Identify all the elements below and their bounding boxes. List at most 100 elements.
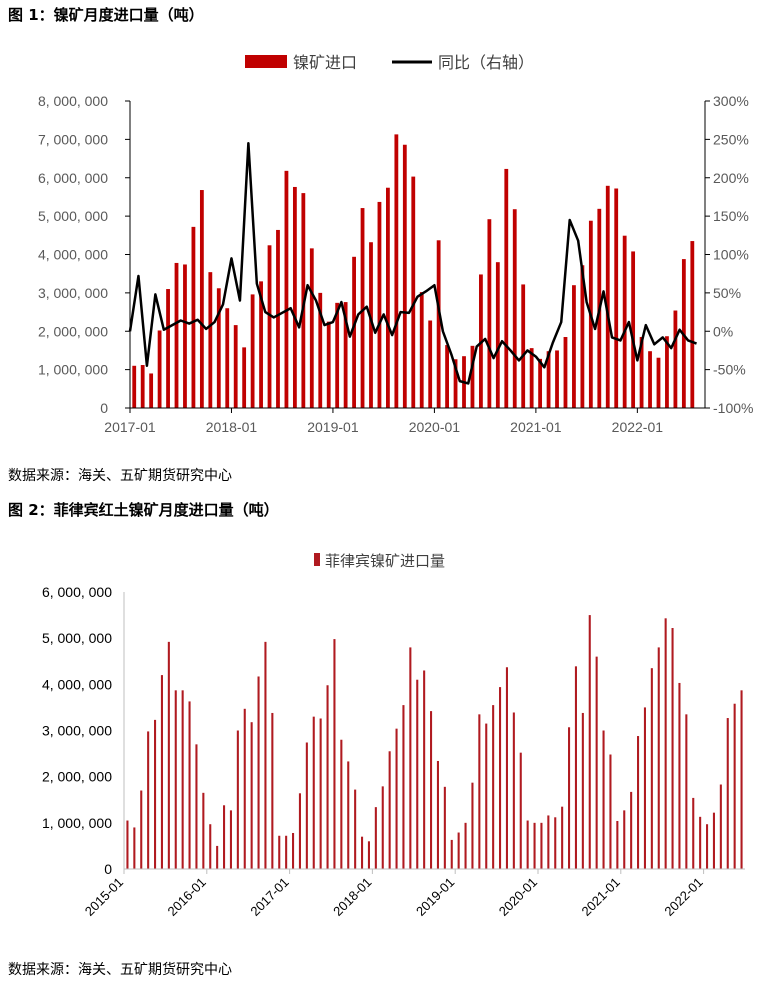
y2-tick-label: -50% bbox=[713, 362, 746, 378]
bar-nickel-import bbox=[656, 357, 661, 408]
bar-nickel-import bbox=[157, 330, 162, 408]
bar-nickel-import bbox=[326, 321, 331, 408]
bar-philippines-import bbox=[167, 641, 170, 869]
y2-tick-label: 100% bbox=[713, 247, 749, 263]
bar-philippines-import bbox=[699, 816, 702, 869]
bar-nickel-import bbox=[622, 235, 627, 408]
bar-philippines-import bbox=[181, 690, 184, 869]
y2-tick-label: 150% bbox=[713, 208, 749, 224]
y-tick-label: 6, 000, 000 bbox=[42, 584, 112, 600]
bar-philippines-import bbox=[519, 752, 522, 869]
bar-nickel-import bbox=[673, 310, 678, 408]
bar-philippines-import bbox=[616, 820, 619, 869]
bar-philippines-import bbox=[547, 815, 550, 869]
bar-philippines-import bbox=[195, 744, 198, 869]
bar-nickel-import bbox=[521, 284, 526, 408]
bar-philippines-import bbox=[367, 841, 370, 869]
bar-philippines-import bbox=[450, 839, 453, 869]
bar-nickel-import bbox=[538, 358, 543, 408]
bar-nickel-import bbox=[394, 134, 399, 409]
bar-philippines-import bbox=[733, 703, 736, 869]
bar-philippines-import bbox=[457, 832, 460, 869]
y-tick-label: 5, 000, 000 bbox=[38, 208, 108, 224]
x-tick-label: 2020-01 bbox=[409, 419, 461, 435]
bar-philippines-import bbox=[354, 789, 357, 869]
bar-nickel-import bbox=[352, 256, 356, 408]
bar-nickel-import bbox=[284, 170, 289, 408]
bar-philippines-import bbox=[229, 810, 232, 869]
bar-philippines-import bbox=[278, 835, 281, 869]
bar-philippines-import bbox=[623, 810, 626, 869]
bar-philippines-import bbox=[285, 835, 288, 869]
y2-tick-label: -100% bbox=[713, 400, 753, 416]
y-tick-label: 4, 000, 000 bbox=[38, 247, 108, 263]
y2-tick-label: 200% bbox=[713, 170, 749, 186]
bar-nickel-import bbox=[428, 320, 433, 408]
bar-philippines-import bbox=[574, 666, 577, 869]
bar-nickel-import bbox=[250, 294, 255, 408]
y-tick-label: 2, 000, 000 bbox=[42, 769, 112, 785]
bar-nickel-import bbox=[639, 337, 644, 408]
bar-nickel-import bbox=[580, 265, 585, 408]
bar-philippines-import bbox=[333, 639, 336, 869]
bar-philippines-import bbox=[271, 712, 274, 869]
bar-philippines-import bbox=[216, 845, 219, 869]
bar-nickel-import bbox=[402, 144, 407, 408]
bar-philippines-import bbox=[588, 615, 591, 869]
bar-nickel-import bbox=[360, 208, 365, 408]
x-tick-label: 2019-01 bbox=[307, 419, 359, 435]
bar-nickel-import bbox=[292, 186, 297, 408]
bar-philippines-import bbox=[243, 708, 246, 869]
legend-label-line: 同比（右轴） bbox=[438, 54, 534, 72]
bar-philippines-import bbox=[554, 817, 557, 869]
y-tick-label: 1, 000, 000 bbox=[42, 815, 112, 831]
bar-nickel-import bbox=[605, 185, 610, 408]
bar-nickel-import bbox=[369, 242, 373, 408]
bar-philippines-import bbox=[505, 667, 508, 869]
bar-nickel-import bbox=[318, 292, 323, 408]
bar-nickel-import bbox=[267, 245, 272, 408]
bar-philippines-import bbox=[319, 718, 322, 869]
bar-philippines-import bbox=[568, 727, 571, 869]
bar-nickel-import bbox=[453, 359, 458, 408]
bar-nickel-import bbox=[555, 350, 559, 408]
bar-philippines-import bbox=[650, 668, 653, 869]
legend-swatch-bar bbox=[314, 553, 320, 566]
bar-philippines-import bbox=[595, 656, 598, 869]
y2-tick-label: 250% bbox=[713, 131, 749, 147]
bar-philippines-import bbox=[464, 822, 467, 869]
bar-philippines-import bbox=[202, 792, 205, 869]
nickel-ore-import-chart: 0 1, 000, 000 2, 000, 000 3, 000, 000 4, 000… bbox=[38, 54, 754, 435]
y-tick-label: 2, 000, 000 bbox=[38, 323, 108, 339]
bar-nickel-import bbox=[411, 176, 416, 408]
y-tick-label: 8, 000, 000 bbox=[38, 93, 108, 109]
x-tick-label: 2021-01 bbox=[510, 419, 562, 435]
bar-philippines-import bbox=[395, 728, 398, 869]
bar-philippines-import bbox=[430, 711, 433, 869]
bar-nickel-import bbox=[563, 337, 568, 408]
bar-philippines-import bbox=[561, 806, 564, 869]
x-tick-label: 2021-01 bbox=[579, 875, 623, 919]
bar-philippines-import bbox=[188, 701, 191, 869]
bar-philippines-import bbox=[409, 647, 412, 869]
bar-philippines-import bbox=[326, 685, 329, 869]
y-tick-label: 1, 000, 000 bbox=[38, 362, 108, 378]
bar-philippines-import bbox=[692, 797, 695, 869]
bar-philippines-import bbox=[347, 761, 350, 869]
bar-nickel-import bbox=[419, 292, 424, 408]
bar-philippines-import bbox=[533, 822, 536, 869]
x-tick-label: 2018-01 bbox=[206, 419, 258, 435]
bar-philippines-import bbox=[154, 719, 157, 869]
bar-philippines-import bbox=[512, 712, 515, 869]
bar-philippines-import bbox=[706, 824, 709, 869]
bar-philippines-import bbox=[630, 791, 633, 869]
bar-nickel-import bbox=[504, 168, 509, 408]
x-tick-label: 2017-01 bbox=[247, 875, 291, 919]
bar-philippines-import bbox=[402, 705, 405, 869]
bar-philippines-import bbox=[147, 731, 150, 869]
bar-nickel-import bbox=[436, 240, 441, 408]
bar-philippines-import bbox=[133, 827, 136, 869]
bar-philippines-import bbox=[436, 760, 439, 869]
bar-philippines-import bbox=[223, 805, 226, 869]
figure2-source: 数据来源：海关、五矿期货研究中心 bbox=[8, 962, 232, 978]
